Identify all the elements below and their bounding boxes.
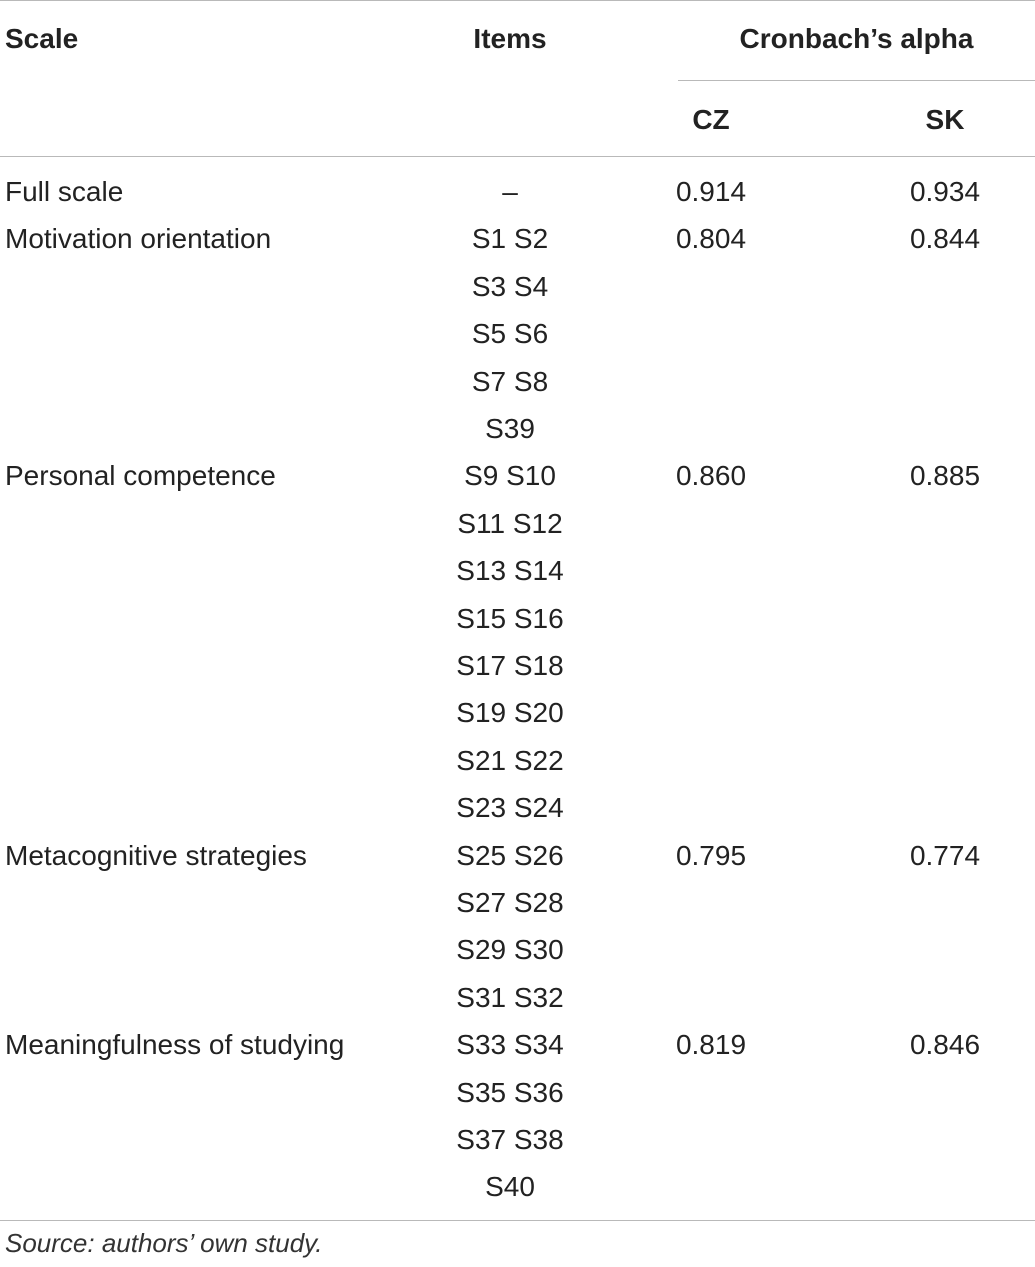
items-cell: S5 S6 bbox=[471, 318, 549, 350]
items-cell: S1 S2 bbox=[471, 223, 549, 255]
scale-name: Motivation orientation bbox=[5, 223, 272, 255]
table-bottom-rule bbox=[0, 1220, 1035, 1221]
items-cell: S21 S22 bbox=[456, 744, 564, 776]
items-cell: S13 S14 bbox=[456, 555, 564, 587]
alpha-sk: 0.885 bbox=[909, 460, 981, 492]
source-footnote: Source: authors’ own study. bbox=[5, 1228, 323, 1258]
items-cell: S11 S12 bbox=[457, 507, 563, 539]
alpha-sk: 0.844 bbox=[909, 223, 981, 255]
items-cell: S37 S38 bbox=[456, 1124, 564, 1155]
scale-name: Full scale bbox=[5, 176, 124, 207]
items-cell: S31 S32 bbox=[456, 981, 564, 1013]
alpha-sk: 0.846 bbox=[909, 1029, 981, 1061]
items-cell: S17 S18 bbox=[456, 650, 564, 681]
header-items: Items bbox=[473, 23, 547, 54]
items-cell: S7 S8 bbox=[471, 365, 549, 397]
alpha-cz: 0.914 bbox=[675, 176, 747, 207]
items-cell: S15 S16 bbox=[456, 602, 564, 634]
header-cz: CZ bbox=[692, 104, 730, 135]
scale-name: Personal competence bbox=[5, 460, 276, 492]
alpha-cz: 0.804 bbox=[675, 223, 747, 255]
items-cell: S40 bbox=[485, 1171, 535, 1203]
table-top-rule bbox=[0, 0, 1035, 1]
items-cell: S25 S26 bbox=[456, 839, 564, 871]
items-cell: S27 S28 bbox=[456, 887, 564, 918]
items-cell: – bbox=[502, 176, 518, 207]
items-cell: S23 S24 bbox=[456, 792, 564, 824]
items-cell: S35 S36 bbox=[456, 1076, 564, 1108]
header-sk: SK bbox=[925, 104, 965, 135]
items-cell: S33 S34 bbox=[456, 1029, 564, 1061]
header-cronbach-alpha: Cronbach’s alpha bbox=[739, 23, 974, 54]
alpha-group-rule bbox=[678, 80, 1035, 81]
items-cell: S39 bbox=[485, 413, 535, 444]
header-bottom-rule bbox=[0, 156, 1035, 157]
header-scale: Scale bbox=[5, 23, 79, 54]
alpha-cz: 0.860 bbox=[675, 460, 747, 492]
scale-name: Meaningfulness of studying bbox=[5, 1029, 345, 1061]
alpha-sk: 0.774 bbox=[909, 839, 981, 871]
items-cell: S29 S30 bbox=[456, 934, 564, 966]
scale-name: Metacognitive strategies bbox=[5, 839, 307, 871]
alpha-cz: 0.819 bbox=[675, 1029, 747, 1061]
alpha-sk: 0.934 bbox=[909, 176, 981, 207]
items-cell: S3 S4 bbox=[471, 270, 549, 302]
items-cell: S9 S10 bbox=[464, 460, 556, 492]
items-cell: S19 S20 bbox=[456, 697, 564, 729]
alpha-cz: 0.795 bbox=[675, 839, 747, 871]
